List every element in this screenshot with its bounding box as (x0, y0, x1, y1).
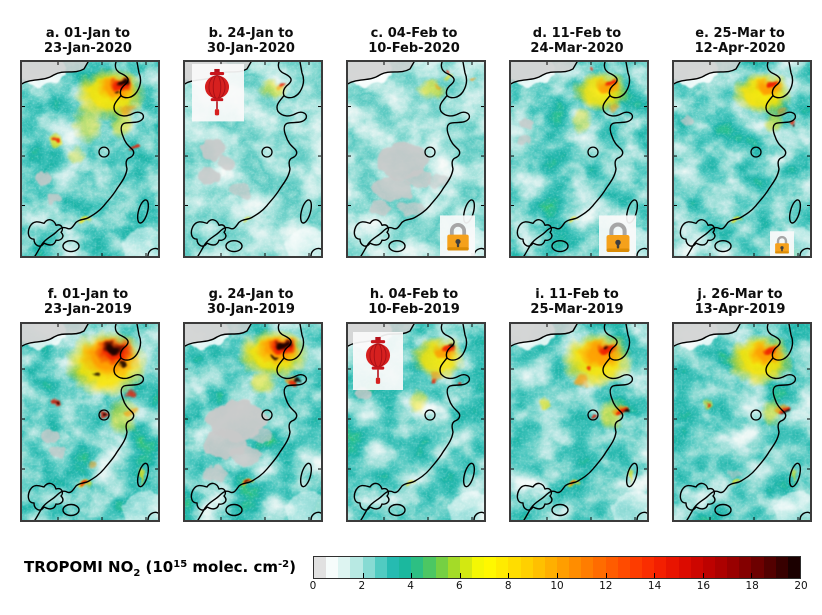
map-panel-c (346, 60, 486, 258)
wuhan-circle-marker (98, 146, 110, 158)
map-g-svg (185, 324, 321, 520)
no-data-gray-patches (681, 116, 695, 127)
colorbar-tick-label: 20 (794, 580, 808, 592)
no-data-gray-patches (518, 118, 535, 144)
map-d-svg (511, 62, 647, 256)
map-c-svg (348, 62, 484, 256)
no-data-gray-patches (198, 138, 250, 198)
no2-hotspots (567, 67, 629, 224)
colorbar (313, 556, 801, 579)
colorbar-tick-label: 10 (550, 580, 564, 592)
panel-b-title: b. 24-Jan to 30-Jan-2020 (207, 26, 295, 56)
colorbar-tick-label: 2 (358, 580, 366, 592)
panel-d-title: d. 11-Feb to 24-Mar-2020 (530, 26, 624, 56)
colorbar-tick-label: 6 (456, 580, 463, 592)
map-b-svg (185, 62, 321, 256)
no-data-gray-patches (35, 171, 61, 204)
colorbar-tick-label: 8 (504, 580, 512, 592)
panel-h-title: h. 04-Feb to 10-Feb-2019 (368, 287, 460, 317)
no-data-gray-patches (369, 143, 448, 216)
colorbar-tick-labels: 0 2 4 6 8 10 12 14 16 18 20 (309, 580, 808, 594)
map-panel-a (20, 60, 160, 258)
map-panel-j (672, 322, 812, 522)
wuhan-circle-marker (261, 409, 273, 421)
colorbar-tick-label: 12 (599, 580, 613, 592)
wuhan-circle-marker (750, 409, 762, 421)
map-i-svg (511, 324, 647, 520)
map-h-svg (348, 324, 484, 520)
wuhan-circle-marker (424, 146, 436, 158)
no-data-gray-patches (202, 400, 271, 482)
map-a-svg (22, 62, 158, 256)
panel-a-title: a. 01-Jan to 23-Jan-2020 (44, 26, 132, 56)
colorbar-tick-label: 4 (407, 580, 414, 592)
wuhan-circle-marker (750, 146, 762, 158)
colorbar-tick-label: 18 (745, 580, 759, 592)
colorbar-tick-label: 16 (696, 580, 711, 592)
no-data-gray-patches (726, 470, 742, 478)
wuhan-circle-marker (261, 146, 273, 158)
panel-f-title: f. 01-Jan to 23-Jan-2019 (44, 287, 132, 317)
no-data-gray-patches (41, 430, 65, 457)
wuhan-circle-marker (98, 409, 110, 421)
map-panel-i (509, 322, 649, 522)
panel-c-title: c. 04-Feb to 10-Feb-2020 (368, 26, 460, 56)
map-j-svg (674, 324, 810, 520)
colorbar-ticks (314, 557, 800, 578)
panel-i-title: i. 11-Feb to 25-Mar-2019 (530, 287, 624, 317)
panel-g-title: g. 24-Jan to 30-Jan-2019 (207, 287, 295, 317)
map-panel-h (346, 322, 486, 522)
no2-hotspots (52, 330, 148, 489)
colorbar-label: TROPOMI NO2 (1015 molec. cm-2) (24, 558, 296, 579)
no-data-gray-patches (355, 388, 371, 400)
map-f-svg (22, 324, 158, 520)
colorbar-tick-label: 0 (309, 580, 317, 592)
wuhan-circle-marker (587, 409, 599, 421)
map-panel-g (183, 322, 323, 522)
map-panel-e (672, 60, 812, 258)
colorbar-gradient (314, 557, 801, 578)
map-e-svg (674, 62, 810, 256)
panel-j-title: j. 26-Mar to 13-Apr-2019 (694, 287, 786, 317)
wuhan-circle-marker (424, 409, 436, 421)
panel-e-title: e. 25-Mar to 12-Apr-2020 (694, 26, 786, 56)
map-panel-b (183, 60, 323, 258)
map-panel-d (509, 60, 649, 258)
colorbar-tick-label: 14 (647, 580, 662, 592)
map-panel-f (20, 322, 160, 522)
wuhan-circle-marker (587, 146, 599, 158)
